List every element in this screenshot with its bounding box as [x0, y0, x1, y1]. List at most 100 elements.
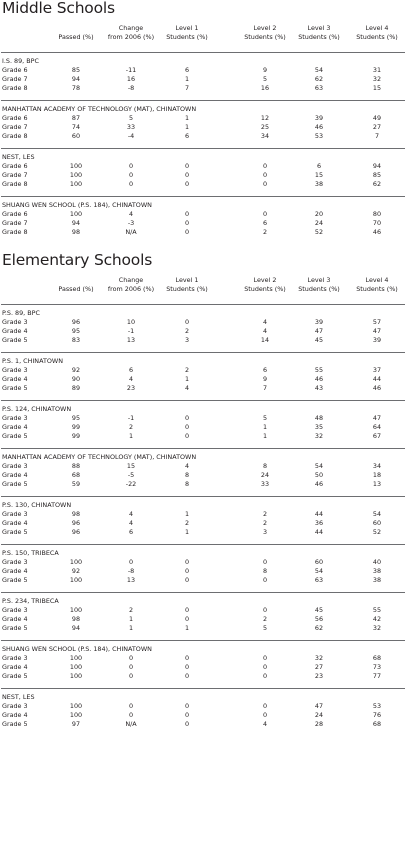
grade-label: Grade 8 — [2, 180, 28, 188]
table-cell: 0 — [128, 663, 134, 671]
table-row: Grade 5 99 1 0 1 32 67 — [0, 432, 406, 441]
table-cell: 100 — [69, 162, 83, 170]
table-cell: 100 — [69, 180, 83, 188]
section-title: Elementary Schools — [2, 251, 153, 269]
table-cell: 40 — [372, 558, 382, 566]
table-cell: 56 — [314, 615, 324, 623]
column-header: Level 4 Students (%) — [356, 24, 398, 41]
table-cell: 43 — [314, 384, 324, 392]
table-cell: 6 — [184, 132, 190, 140]
table-cell: 68 — [372, 720, 382, 728]
table-cell: 0 — [184, 702, 190, 710]
table-cell: 6 — [316, 162, 322, 170]
school-name: MANHATTAN ACADEMY OF TECHNOLOGY (MAT), C… — [2, 453, 197, 461]
school-name: P.S. 124, CHINATOWN — [2, 405, 72, 413]
table-cell: 13 — [126, 576, 136, 584]
table-row: Grade 6 100 4 0 0 20 80 — [0, 210, 406, 219]
table-cell: 5 — [128, 114, 134, 122]
grade-label: Grade 8 — [2, 132, 28, 140]
column-header: Level 1 Students (%) — [166, 276, 208, 293]
table-cell: 87 — [71, 114, 81, 122]
divider — [1, 148, 405, 149]
table-row: Grade 7 100 0 0 0 15 85 — [0, 171, 406, 180]
divider — [1, 100, 405, 101]
table-cell: 42 — [372, 615, 382, 623]
grade-label: Grade 5 — [2, 384, 28, 392]
divider — [1, 496, 405, 497]
grade-label: Grade 3 — [2, 510, 28, 518]
table-cell: 4 — [184, 462, 190, 470]
column-header: Level 2 Students (%) — [244, 24, 286, 41]
spacer — [0, 441, 406, 448]
table-cell: -3 — [127, 219, 135, 227]
table-cell: 96 — [71, 528, 81, 536]
table-row: Grade 4 95 -1 2 4 47 47 — [0, 327, 406, 336]
table-row: Grade 3 98 4 1 2 44 54 — [0, 510, 406, 519]
table-cell: 0 — [184, 171, 190, 179]
table-cell: 2 — [184, 519, 190, 527]
spacer — [0, 189, 406, 196]
table-cell: 83 — [71, 336, 81, 344]
table-cell: 27 — [314, 663, 324, 671]
table-cell: 0 — [184, 180, 190, 188]
divider — [1, 52, 405, 53]
grade-label: Grade 3 — [2, 414, 28, 422]
table-row: Grade 8 60 -4 6 34 53 7 — [0, 132, 406, 141]
table-cell: 6 — [128, 528, 134, 536]
grade-label: Grade 7 — [2, 123, 28, 131]
table-cell: 32 — [314, 654, 324, 662]
table-cell: 60 — [71, 132, 81, 140]
table-cell: 60 — [314, 558, 324, 566]
school-block: P.S. 130, CHINATOWN Grade 3 98 4 1 2 44 54 Grade… — [0, 501, 406, 544]
table-row: Grade 5 59 -22 8 33 46 13 — [0, 480, 406, 489]
grade-label: Grade 7 — [2, 219, 28, 227]
table-row: Grade 4 90 4 1 9 46 44 — [0, 375, 406, 384]
table-cell: 63 — [314, 576, 324, 584]
table-cell: 2 — [128, 606, 134, 614]
table-cell: 0 — [262, 171, 268, 179]
table-cell: 96 — [71, 318, 81, 326]
table-cell: -8 — [127, 567, 135, 575]
spacer — [0, 681, 406, 688]
table-cell: 0 — [184, 219, 190, 227]
school-name: SHUANG WEN SCHOOL (P.S. 184), CHINATOWN — [2, 645, 152, 653]
table-cell: 73 — [372, 663, 382, 671]
spacer — [0, 393, 406, 400]
table-cell: 67 — [372, 432, 382, 440]
table-row: Grade 5 89 23 4 7 43 46 — [0, 384, 406, 393]
school-block: SHUANG WEN SCHOOL (P.S. 184), CHINATOWN G… — [0, 645, 406, 688]
table-cell: 94 — [71, 624, 81, 632]
table-cell: 99 — [71, 423, 81, 431]
table-row: Grade 6 87 5 1 12 39 49 — [0, 114, 406, 123]
table-cell: 100 — [69, 558, 83, 566]
table-cell: 46 — [314, 480, 324, 488]
school-name: P.S. 130, CHINATOWN — [2, 501, 72, 509]
table-cell: 0 — [184, 672, 190, 680]
table-row: Grade 5 100 0 0 0 23 77 — [0, 672, 406, 681]
table-cell: 0 — [262, 558, 268, 566]
table-cell: 44 — [314, 510, 324, 518]
table-row: Grade 6 85 -11 6 9 54 31 — [0, 66, 406, 75]
table-cell: 39 — [372, 336, 382, 344]
table-cell: 36 — [314, 519, 324, 527]
table-cell: 100 — [69, 576, 83, 584]
table-row: Grade 3 92 6 2 6 55 37 — [0, 366, 406, 375]
table-cell: 68 — [372, 654, 382, 662]
spacer — [0, 633, 406, 640]
table-cell: -8 — [127, 84, 135, 92]
grade-label: Grade 4 — [2, 471, 28, 479]
table-cell: 0 — [262, 711, 268, 719]
spacer — [0, 237, 406, 244]
table-cell: 45 — [314, 336, 324, 344]
table-cell: 39 — [314, 318, 324, 326]
grade-label: Grade 3 — [2, 318, 28, 326]
table-cell: 100 — [69, 606, 83, 614]
table-row: Grade 4 100 0 0 0 27 73 — [0, 663, 406, 672]
table-row: Grade 3 100 0 0 0 47 53 — [0, 702, 406, 711]
grade-label: Grade 4 — [2, 519, 28, 527]
table-cell: 60 — [372, 519, 382, 527]
table-row: Grade 8 78 -8 7 16 63 15 — [0, 84, 406, 93]
table-row: Grade 4 96 4 2 2 36 60 — [0, 519, 406, 528]
grade-label: Grade 6 — [2, 66, 28, 74]
table-cell: 57 — [372, 318, 382, 326]
